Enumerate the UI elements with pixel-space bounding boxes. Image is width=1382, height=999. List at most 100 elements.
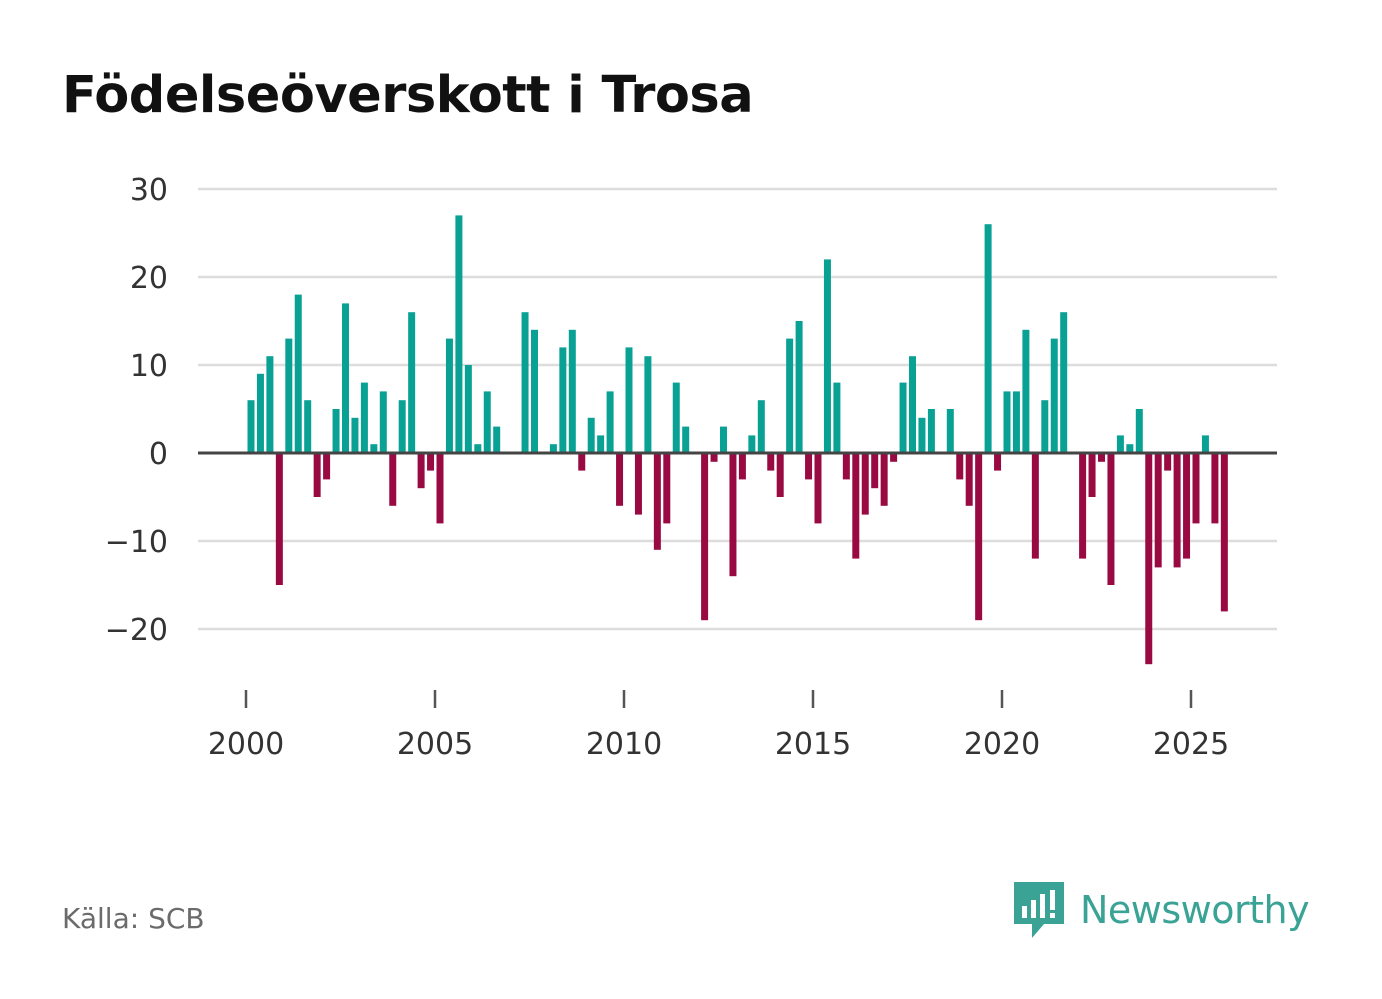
bar-negative: [994, 453, 1002, 471]
bar-positive: [625, 347, 633, 453]
bar-negative: [663, 453, 671, 524]
bar-positive: [720, 426, 727, 453]
x-tick-label: 2025: [1153, 727, 1229, 762]
bar-negative: [805, 453, 813, 480]
bar-positive: [398, 400, 406, 453]
y-tick-label: 30: [130, 173, 168, 208]
bar-positive: [483, 391, 491, 453]
bar-positive: [909, 356, 916, 453]
bars: [247, 215, 1228, 665]
bar-positive: [332, 409, 340, 453]
bar-positive: [748, 435, 756, 453]
bar-positive: [1135, 409, 1143, 453]
newsworthy-logo-icon: [1014, 882, 1064, 938]
bar-positive: [899, 382, 907, 453]
bar-negative: [1183, 453, 1191, 559]
bar-positive: [493, 426, 501, 453]
bar-positive: [795, 321, 803, 453]
x-tick-label: 2015: [775, 727, 851, 762]
bar-positive: [559, 347, 567, 453]
bar-positive: [445, 338, 453, 453]
bar-positive: [1126, 444, 1134, 453]
bar-positive: [786, 338, 794, 453]
bar-negative: [975, 453, 983, 621]
bar-negative: [965, 453, 973, 506]
bar-positive: [1012, 391, 1020, 453]
bar-positive: [1041, 400, 1049, 453]
bar-positive: [1201, 435, 1209, 453]
bar-negative: [1107, 453, 1115, 585]
bar-negative: [1173, 453, 1181, 568]
axes: −20 −10 0 10 20 30 2000 2005 2010 2015 2020 2025: [105, 173, 1277, 762]
bar-negative: [852, 453, 860, 559]
x-tick-label: 2010: [586, 727, 662, 762]
bar-positive: [1050, 338, 1058, 453]
bar-negative: [814, 453, 822, 524]
bar-positive: [360, 382, 368, 453]
bar-negative: [729, 453, 737, 577]
bar-negative: [1211, 453, 1219, 524]
bar-negative: [738, 453, 746, 480]
y-tick-label: −10: [105, 525, 168, 560]
bar-negative: [436, 453, 444, 524]
bar-negative: [1164, 453, 1172, 471]
bar-negative: [323, 453, 331, 480]
brand-logo[interactable]: Newsworthy: [1010, 878, 1310, 942]
bar-positive: [304, 400, 312, 453]
bar-positive: [379, 391, 387, 453]
bar-positive: [531, 329, 538, 453]
bar-negative: [653, 453, 661, 550]
bar-negative: [1079, 453, 1087, 559]
bar-positive: [823, 259, 831, 453]
y-tick-label: 20: [130, 261, 168, 296]
bar-negative: [861, 453, 869, 515]
bar-positive: [256, 373, 264, 453]
bar-positive: [455, 215, 463, 453]
bar-positive: [1116, 435, 1124, 453]
bar-negative: [427, 453, 435, 471]
bar-positive: [1022, 329, 1030, 453]
bar-positive: [285, 338, 293, 453]
bar-negative: [880, 453, 888, 506]
bar-positive: [568, 329, 576, 453]
bar-positive: [606, 391, 614, 453]
bar-positive: [370, 444, 378, 453]
bar-negative: [890, 453, 898, 462]
bar-positive: [549, 444, 557, 453]
bar-positive: [408, 312, 416, 453]
brand-name: Newsworthy: [1080, 888, 1310, 932]
y-tick-label: 10: [130, 349, 168, 384]
bar-negative: [1154, 453, 1162, 568]
bar-positive: [946, 409, 954, 453]
bar-negative: [776, 453, 784, 497]
bar-negative: [1220, 453, 1228, 612]
bar-negative: [1088, 453, 1096, 497]
bar-positive: [1003, 391, 1011, 453]
y-tick-label: 0: [149, 437, 168, 472]
bar-positive: [927, 409, 935, 453]
bar-positive: [918, 417, 926, 453]
bar-positive: [682, 426, 690, 453]
bar-positive: [521, 312, 529, 453]
bar-negative: [275, 453, 283, 585]
chart-title: Födelseöverskott i Trosa: [62, 66, 754, 125]
bar-negative: [871, 453, 879, 489]
bar-negative: [634, 453, 642, 515]
bar-negative: [767, 453, 775, 471]
bar-positive: [597, 435, 605, 453]
y-tick-label: −20: [105, 613, 168, 648]
bar-positive: [1060, 312, 1068, 453]
source-note: Källa: SCB: [62, 902, 205, 935]
x-tick-label: 2020: [964, 727, 1040, 762]
bar-positive: [587, 417, 595, 453]
bar-negative: [956, 453, 964, 480]
bar-positive: [474, 444, 482, 453]
bar-negative: [842, 453, 850, 480]
bar-negative: [1192, 453, 1200, 524]
bar-negative: [417, 453, 425, 489]
bar-negative: [389, 453, 397, 506]
bar-negative: [616, 453, 624, 506]
bar-positive: [833, 382, 841, 453]
bar-positive: [351, 417, 359, 453]
